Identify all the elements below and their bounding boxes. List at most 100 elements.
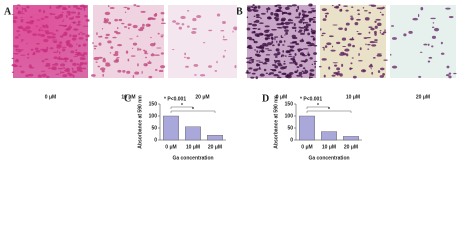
cell-cluster	[275, 10, 277, 13]
cell-cluster	[333, 71, 339, 75]
cell-cluster	[158, 69, 164, 73]
cell-cluster	[364, 10, 368, 12]
cell-cluster	[75, 49, 78, 52]
cell-cluster	[16, 6, 18, 10]
cell-cluster	[186, 25, 190, 28]
cell-cluster	[38, 28, 41, 32]
cell-cluster	[311, 31, 316, 35]
cell-cluster	[292, 41, 296, 43]
cell-cluster	[260, 51, 265, 53]
cell-cluster	[251, 31, 254, 34]
cell-cluster	[185, 65, 189, 68]
cell-cluster	[312, 16, 316, 19]
cell-cluster	[37, 74, 43, 78]
y-tick-label: 0	[154, 137, 157, 143]
panel-label: C	[124, 93, 131, 104]
cell-cluster	[62, 48, 66, 52]
cell-cluster	[117, 26, 119, 30]
cell-cluster	[379, 11, 382, 14]
cell-cluster	[148, 60, 151, 62]
cell-cluster	[292, 45, 296, 47]
cell-cluster	[128, 27, 130, 30]
cell-cluster	[145, 63, 148, 67]
cell-cluster	[250, 6, 254, 8]
cell-cluster	[172, 20, 177, 23]
cell-cluster	[259, 73, 265, 77]
cell-cluster	[270, 36, 274, 40]
cell-cluster	[246, 36, 253, 40]
cell-cluster	[49, 5, 52, 9]
cell-cluster	[15, 58, 19, 62]
cell-cluster	[362, 7, 365, 9]
cell-cluster	[121, 22, 125, 25]
cell-cluster	[66, 14, 68, 18]
cell-cluster	[105, 62, 110, 65]
cell-cluster	[294, 71, 298, 74]
cell-cluster	[102, 73, 105, 77]
cell-cluster	[290, 57, 296, 61]
cell-cluster	[258, 32, 264, 36]
cell-cluster	[379, 30, 382, 32]
cell-cluster	[13, 16, 18, 20]
cell-cluster	[157, 32, 160, 35]
cell-cluster	[312, 20, 316, 24]
cell-cluster	[337, 73, 339, 76]
cell-cluster	[49, 13, 51, 15]
cell-cluster	[246, 16, 249, 19]
cell-cluster	[91, 74, 96, 77]
cell-cluster	[246, 27, 251, 31]
cell-cluster	[333, 6, 339, 9]
cell-cluster	[293, 23, 296, 27]
cell-cluster	[302, 67, 306, 70]
cell-cluster	[431, 35, 437, 39]
cell-cluster	[313, 60, 318, 62]
cell-cluster	[423, 43, 428, 46]
cell-cluster	[55, 29, 59, 32]
cell-cluster	[250, 76, 255, 79]
cell-cluster	[264, 25, 270, 28]
cell-cluster	[68, 44, 74, 48]
cell-cluster	[21, 12, 25, 15]
cell-cluster	[367, 43, 371, 46]
cell-cluster	[46, 35, 52, 39]
cell-cluster	[431, 45, 434, 48]
cell-cluster	[114, 51, 119, 54]
cell-cluster	[357, 13, 361, 16]
cell-cluster	[367, 48, 370, 50]
panel-label: A	[4, 6, 12, 17]
cell-cluster	[304, 14, 310, 17]
cell-cluster	[255, 60, 261, 62]
cell-cluster	[288, 62, 294, 64]
cell-cluster	[58, 45, 62, 47]
cell-cluster	[71, 67, 74, 71]
cell-cluster	[299, 27, 305, 29]
cell-cluster	[263, 68, 267, 72]
cell-cluster	[297, 30, 302, 33]
cell-cluster	[253, 40, 258, 44]
cell-cluster	[408, 30, 413, 34]
cell-cluster	[374, 25, 378, 29]
cell-cluster	[299, 18, 305, 21]
significance-bracket	[306, 110, 352, 113]
x-tick-label: 10 μM	[322, 144, 336, 150]
cell-cluster	[28, 74, 30, 76]
cell-cluster	[412, 17, 419, 21]
cell-cluster	[286, 75, 292, 79]
cell-cluster	[370, 27, 375, 31]
bar	[207, 134, 223, 141]
cell-cluster	[44, 64, 51, 68]
micrograph	[245, 3, 318, 80]
cell-cluster	[279, 10, 283, 12]
cell-cluster	[51, 66, 57, 70]
micrograph-bg	[320, 5, 386, 78]
cell-cluster	[105, 33, 110, 37]
cell-cluster	[428, 56, 433, 59]
cell-cluster	[252, 27, 258, 30]
cell-cluster	[286, 5, 293, 7]
cell-cluster	[329, 35, 331, 37]
micrograph	[318, 3, 388, 79]
cell-cluster	[98, 42, 102, 46]
cell-cluster	[321, 32, 326, 35]
cell-cluster	[54, 16, 60, 20]
cell-cluster	[21, 10, 23, 13]
